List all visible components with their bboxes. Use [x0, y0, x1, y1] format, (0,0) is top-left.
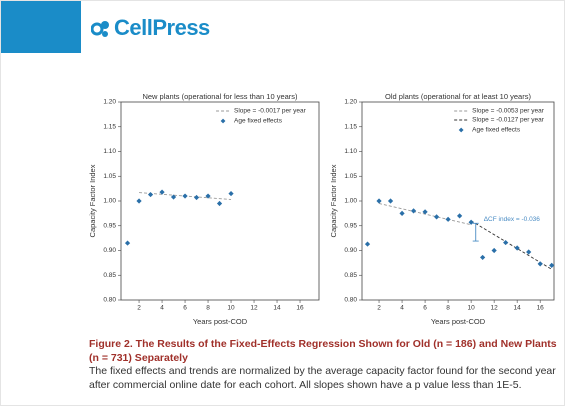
x-tick-label: 16: [537, 305, 545, 312]
x-axis-label: Years post-COD: [193, 317, 248, 326]
legend-label: Slope = -0.0127 per year: [472, 117, 545, 124]
y-tick-label: 1.00: [103, 198, 116, 205]
annotation-bracket: [472, 222, 479, 242]
y-tick-label: 1.15: [103, 123, 116, 130]
y-tick-label: 0.90: [103, 247, 116, 254]
x-tick-label: 4: [160, 305, 164, 312]
x-tick-label: 2: [377, 305, 381, 312]
legend-swatch: [220, 118, 226, 124]
legend-label: Slope = -0.0017 per year: [234, 108, 307, 115]
x-tick-label: 10: [468, 305, 476, 312]
x-tick-label: 12: [250, 305, 258, 312]
x-tick-label: 10: [227, 305, 235, 312]
y-tick-label: 0.80: [344, 297, 357, 304]
x-tick-label: 4: [400, 305, 404, 312]
y-tick-label: 1.10: [344, 148, 357, 155]
data-point: [159, 189, 165, 195]
data-point: [422, 209, 428, 215]
charts: New plants (operational for less than 10…: [88, 92, 555, 326]
data-point: [433, 214, 440, 220]
data-point: [124, 240, 131, 246]
data-point: [193, 194, 200, 201]
data-point: [457, 213, 463, 219]
x-tick-label: 12: [491, 305, 499, 312]
y-tick-label: 0.80: [103, 297, 116, 304]
data-point: [480, 254, 486, 261]
data-point: [205, 193, 211, 199]
y-axis-label: Capacity Factor Index: [329, 164, 338, 237]
data-point: [399, 210, 405, 216]
trend-line: [470, 220, 552, 270]
data-point: [216, 200, 223, 207]
data-point: [514, 245, 520, 251]
x-axis-label: Years post-COD: [431, 317, 486, 326]
brand-block: [1, 1, 81, 53]
plot-area: [120, 101, 320, 301]
chart-title: New plants (operational for less than 10…: [142, 92, 298, 101]
data-point: [364, 241, 371, 247]
data-point: [182, 193, 188, 199]
y-tick-label: 1.05: [103, 173, 116, 180]
x-tick-label: 6: [183, 305, 187, 312]
x-tick-label: 2: [137, 305, 141, 312]
data-point: [503, 239, 509, 246]
data-point: [136, 198, 142, 204]
legend-swatch: [458, 127, 464, 133]
data-point: [376, 198, 382, 204]
annotation-text: ΔCF index = -0.036: [484, 216, 541, 223]
brand-icon: [91, 21, 109, 37]
chart-title: Old plants (operational for at least 10 …: [385, 92, 531, 101]
y-tick-label: 1.05: [344, 173, 357, 180]
y-tick-label: 1.20: [344, 99, 357, 106]
data-point: [549, 262, 555, 268]
y-tick-label: 1.20: [103, 99, 116, 106]
y-tick-label: 1.10: [103, 148, 116, 155]
data-point: [387, 198, 394, 204]
y-tick-label: 0.90: [344, 247, 357, 254]
data-point: [526, 249, 532, 255]
x-tick-label: 16: [296, 305, 304, 312]
data-point: [228, 190, 234, 197]
x-tick-label: 14: [514, 305, 522, 312]
data-point: [468, 219, 474, 225]
data-point: [445, 216, 451, 222]
legend-label: Age fixed effects: [472, 127, 521, 134]
y-tick-label: 0.95: [344, 222, 357, 229]
y-axis-label: Capacity Factor Index: [88, 164, 97, 237]
legend-label: Age fixed effects: [234, 118, 283, 125]
x-tick-label: 8: [206, 305, 210, 312]
data-point: [537, 261, 543, 267]
data-point: [170, 194, 177, 200]
y-tick-label: 1.00: [344, 198, 357, 205]
data-point: [147, 191, 154, 198]
data-point: [491, 247, 497, 254]
y-tick-label: 0.85: [103, 272, 116, 279]
brand-name: CellPress: [114, 15, 210, 40]
caption-text: The fixed effects and trends are normali…: [89, 365, 556, 391]
y-tick-label: 1.15: [344, 123, 357, 130]
y-tick-label: 0.95: [103, 222, 116, 229]
legend-label: Slope = -0.0053 per year: [472, 108, 545, 115]
y-tick-label: 0.85: [344, 272, 357, 279]
caption: Figure 2. The Results of the Fixed-Effec…: [89, 338, 561, 392]
x-tick-label: 8: [446, 305, 450, 312]
x-tick-label: 14: [273, 305, 281, 312]
x-tick-label: 6: [423, 305, 427, 312]
data-point: [410, 208, 417, 214]
caption-title: Figure 2. The Results of the Fixed-Effec…: [89, 338, 557, 364]
